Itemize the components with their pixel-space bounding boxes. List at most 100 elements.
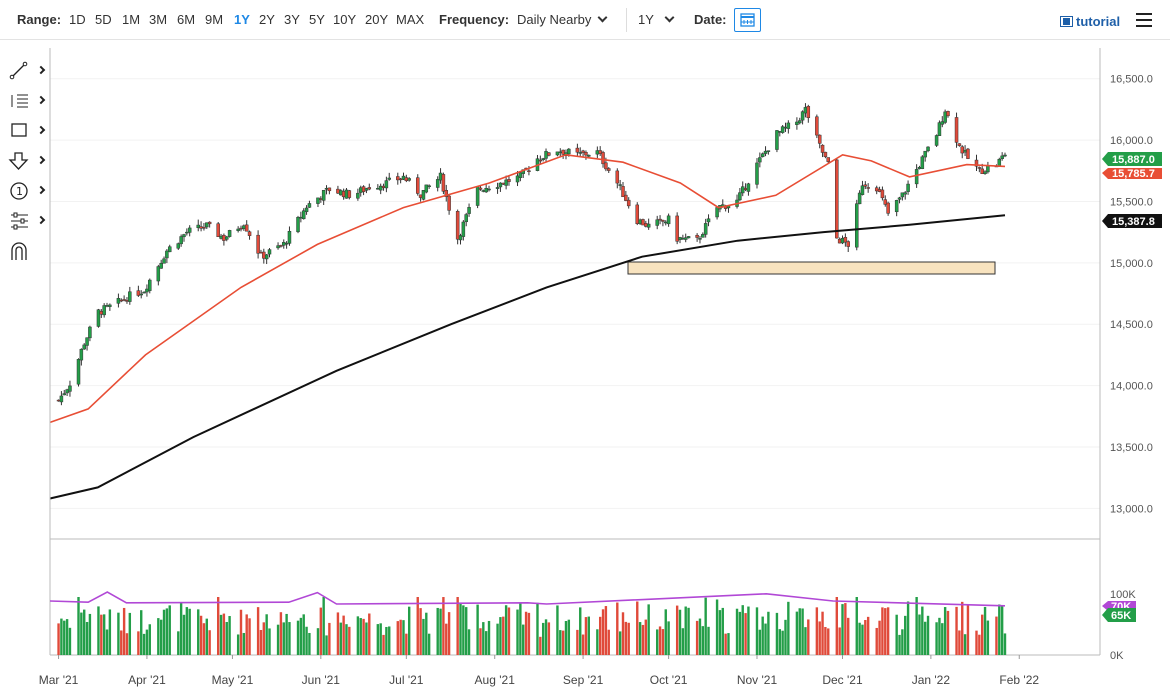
candle-body xyxy=(478,187,483,190)
calendar-button[interactable] xyxy=(734,8,761,32)
volume-bar xyxy=(1003,633,1007,655)
volume-bar xyxy=(539,636,542,655)
range-6m[interactable]: 6M xyxy=(177,12,196,27)
candle-body xyxy=(444,190,449,197)
arrow-tool[interactable] xyxy=(8,150,48,172)
volume-bar xyxy=(764,623,767,655)
volume-bar xyxy=(342,615,345,655)
candle-body xyxy=(897,197,902,200)
x-tick-label: Aug '21 xyxy=(475,673,516,687)
range-1y[interactable]: 1Y xyxy=(234,12,250,27)
candle-body xyxy=(244,224,249,232)
volume-bar xyxy=(365,622,368,655)
volume-bar xyxy=(262,622,266,655)
candle-body xyxy=(219,235,223,239)
frequency-label: Frequency: xyxy=(439,12,510,27)
trendline-tool[interactable] xyxy=(8,60,48,82)
volume-bar xyxy=(747,606,750,655)
range-max[interactable]: MAX xyxy=(396,12,425,27)
x-tick-label: Mar '21 xyxy=(39,673,79,687)
candle-body xyxy=(943,111,947,123)
volume-bar xyxy=(886,607,890,655)
range-5d[interactable]: 5D xyxy=(95,12,112,27)
trendline-icon xyxy=(9,61,28,80)
period-dropdown[interactable]: 1Y xyxy=(638,12,675,27)
range-3m[interactable]: 3M xyxy=(149,12,168,27)
film-icon xyxy=(1060,16,1073,27)
ma50-value: 15,785.7 xyxy=(1112,168,1155,180)
range-3y[interactable]: 3Y xyxy=(284,12,300,27)
candle-body xyxy=(877,189,882,192)
candle-body xyxy=(604,162,608,170)
candle-body xyxy=(763,150,768,154)
last-price-tag: 15,887.0 xyxy=(1102,152,1162,166)
chevron-down-icon xyxy=(664,12,675,23)
candle-body xyxy=(165,250,169,259)
volume-bar xyxy=(656,629,659,655)
range-1m[interactable]: 1M xyxy=(122,12,141,27)
volume-bar xyxy=(407,606,411,655)
candle-body xyxy=(159,262,163,269)
volume-bar xyxy=(524,611,528,655)
y-tick-label: 13,000.0 xyxy=(1110,503,1153,515)
volume-bar xyxy=(624,621,628,655)
range-20y[interactable]: 20Y xyxy=(365,12,389,27)
candle-body xyxy=(122,299,126,301)
candle-body xyxy=(860,185,865,195)
candle-body xyxy=(926,146,930,152)
chevron-down-icon xyxy=(597,12,608,23)
volume-bar xyxy=(1000,605,1004,655)
measure-icon xyxy=(11,212,28,230)
ma50-line xyxy=(49,153,1006,424)
candle-body xyxy=(458,235,463,241)
volume-bar xyxy=(906,601,910,655)
frequency-dropdown[interactable]: Daily Nearby xyxy=(517,12,608,27)
range-1d[interactable]: 1D xyxy=(69,12,86,27)
range-label: Range: xyxy=(17,12,62,27)
volume-bar xyxy=(758,629,762,655)
candle-body xyxy=(396,176,400,181)
candle-body xyxy=(76,359,81,385)
volume-bar xyxy=(556,605,559,655)
volume-bar xyxy=(821,611,824,655)
volume-bar xyxy=(376,624,380,655)
range-9m[interactable]: 9M xyxy=(205,12,224,27)
volume-bar xyxy=(787,601,790,655)
volume-bar xyxy=(68,627,72,655)
range-2y[interactable]: 2Y xyxy=(259,12,275,27)
y-tick-label: 15,000.0 xyxy=(1110,258,1153,270)
volume-bar xyxy=(219,614,223,655)
volume-bar xyxy=(744,613,747,655)
price-chart[interactable]: 16,500.0 16,000.0 15,500.0 15,000.0 14,500.0… xyxy=(0,40,1170,692)
candle-body xyxy=(917,167,922,170)
volume-bar xyxy=(858,622,861,655)
candle-body xyxy=(447,195,451,211)
range-10y[interactable]: 10Y xyxy=(333,12,357,27)
candle-body xyxy=(59,395,64,403)
candle-body xyxy=(339,190,343,196)
candle-body xyxy=(148,279,152,291)
volume-bar xyxy=(986,620,990,655)
candle-body xyxy=(937,122,942,136)
last-price-value: 15,887.0 xyxy=(1112,154,1155,166)
candle-body xyxy=(415,177,420,194)
candle-body xyxy=(855,203,859,248)
menu-button[interactable] xyxy=(1136,13,1152,27)
candle-body xyxy=(903,192,907,195)
candle-body xyxy=(356,192,360,199)
number-tool[interactable]: 1 xyxy=(8,180,48,202)
x-tick-label: Sep '21 xyxy=(563,673,604,687)
candle-body xyxy=(167,246,172,253)
candle-body xyxy=(755,162,759,185)
volume-bar xyxy=(356,616,360,655)
fib-tool[interactable] xyxy=(8,90,48,112)
candle-body xyxy=(658,218,662,221)
volume-bar xyxy=(179,602,183,655)
tutorial-link[interactable]: tutorial xyxy=(1060,14,1120,29)
volume-bar xyxy=(208,630,211,655)
rectangle-tool[interactable] xyxy=(8,120,48,142)
measure-tool[interactable] xyxy=(8,210,48,232)
candle-body xyxy=(606,168,611,171)
magnet-tool[interactable] xyxy=(8,240,48,262)
range-5y[interactable]: 5Y xyxy=(309,12,325,27)
